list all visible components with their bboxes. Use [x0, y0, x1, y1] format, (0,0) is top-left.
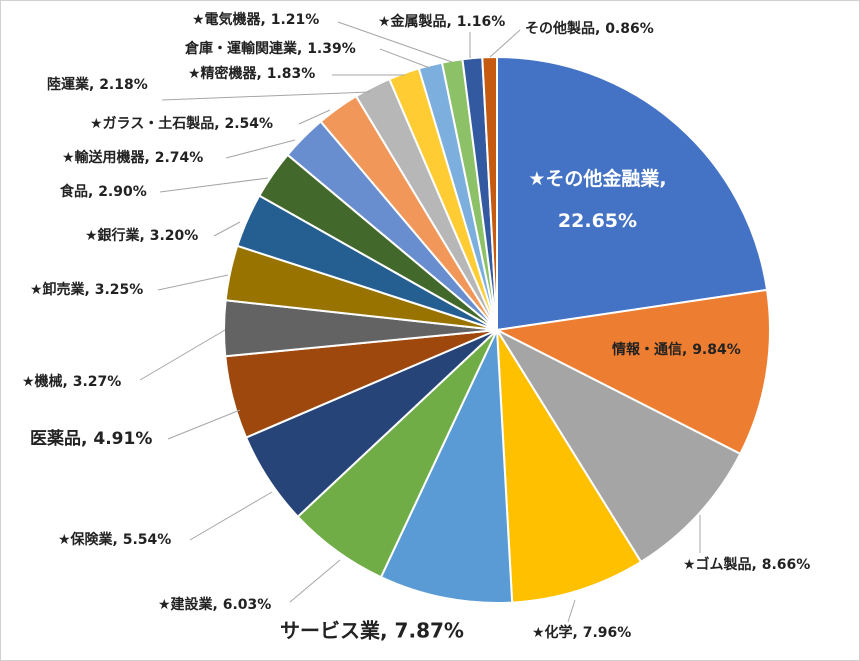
data-label: ★化学, 7.96%: [532, 624, 631, 641]
leader-line: [161, 91, 371, 101]
data-label: ★銀行業, 3.20%: [85, 227, 198, 244]
data-label: ★精密機器, 1.83%: [188, 65, 315, 82]
leader-line: [489, 29, 521, 58]
data-label: その他製品, 0.86%: [525, 20, 654, 37]
data-label: 医薬品, 4.91%: [30, 429, 152, 449]
pie-slice: [379, 329, 514, 604]
data-label: ★ゴム製品, 8.66%: [683, 556, 810, 573]
leader-line: [189, 491, 273, 541]
leader-line: [225, 139, 296, 159]
leader-line: [157, 274, 229, 291]
data-label: ★保険業, 5.54%: [58, 531, 171, 548]
leader-line: [167, 409, 241, 440]
leader-line: [139, 329, 226, 381]
data-label: サービス業, 7.87%: [280, 619, 464, 643]
leader-line: [567, 599, 576, 623]
data-label: ★その他金融業, 22.65%: [528, 168, 667, 232]
pie-slice: [493, 288, 771, 456]
data-label: ★機械, 3.27%: [22, 373, 121, 390]
leader-line: [289, 559, 341, 603]
leader-line: [159, 177, 269, 193]
pie-slice: [496, 55, 769, 332]
data-label: 情報・通信, 9.84%: [612, 341, 741, 358]
data-label: ★卸売業, 3.25%: [30, 281, 143, 298]
leader-line: [213, 221, 241, 237]
leader-line: [337, 21, 453, 63]
pie-slice: [494, 327, 742, 564]
pie-slice: [496, 329, 643, 604]
data-label: ★輸送用機器, 2.74%: [62, 149, 203, 166]
data-label: ★金属製品, 1.16%: [378, 13, 505, 30]
data-label: ★電気機器, 1.21%: [192, 11, 319, 28]
data-label: 食品, 2.90%: [60, 183, 147, 200]
leader-line: [298, 109, 331, 125]
data-label: ★ガラス・土石製品, 2.54%: [90, 115, 273, 132]
data-label: ★建設業, 6.03%: [158, 596, 271, 613]
data-label: 陸運業, 2.18%: [47, 76, 148, 93]
pie-slice: [481, 55, 498, 331]
data-label: 倉庫・運輸関連業, 1.39%: [184, 40, 356, 57]
leader-line: [379, 48, 431, 69]
